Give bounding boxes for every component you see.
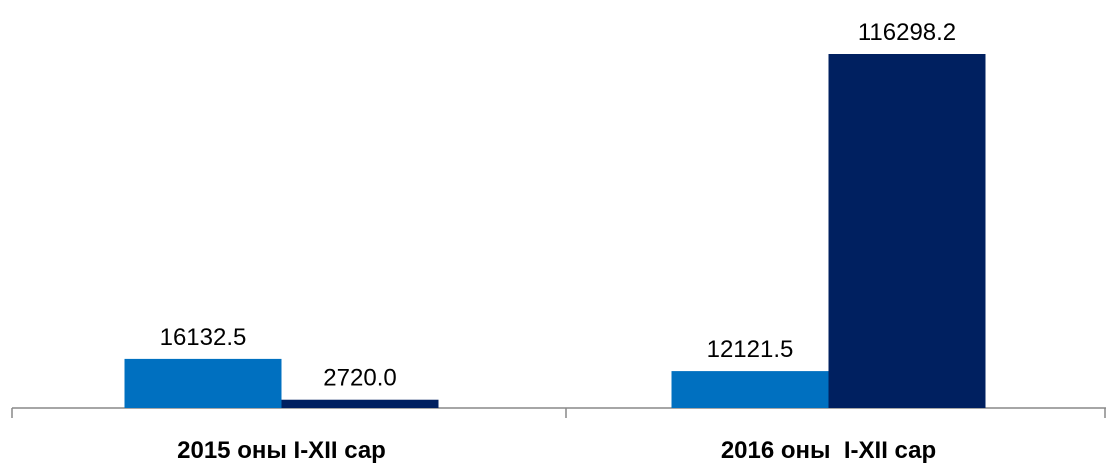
- x-tick-label: 2015 оны I-XII сар: [177, 437, 386, 464]
- x-tick-label: 2016 оны I-XII сар: [721, 437, 936, 464]
- bar: [828, 54, 986, 408]
- bar: [671, 371, 829, 408]
- value-label: 2720.0: [323, 365, 396, 392]
- value-label: 16132.5: [160, 324, 247, 351]
- value-label: 12121.5: [707, 336, 794, 363]
- value-label: 116298.2: [858, 19, 956, 46]
- bar: [124, 358, 282, 408]
- bar: [281, 399, 439, 408]
